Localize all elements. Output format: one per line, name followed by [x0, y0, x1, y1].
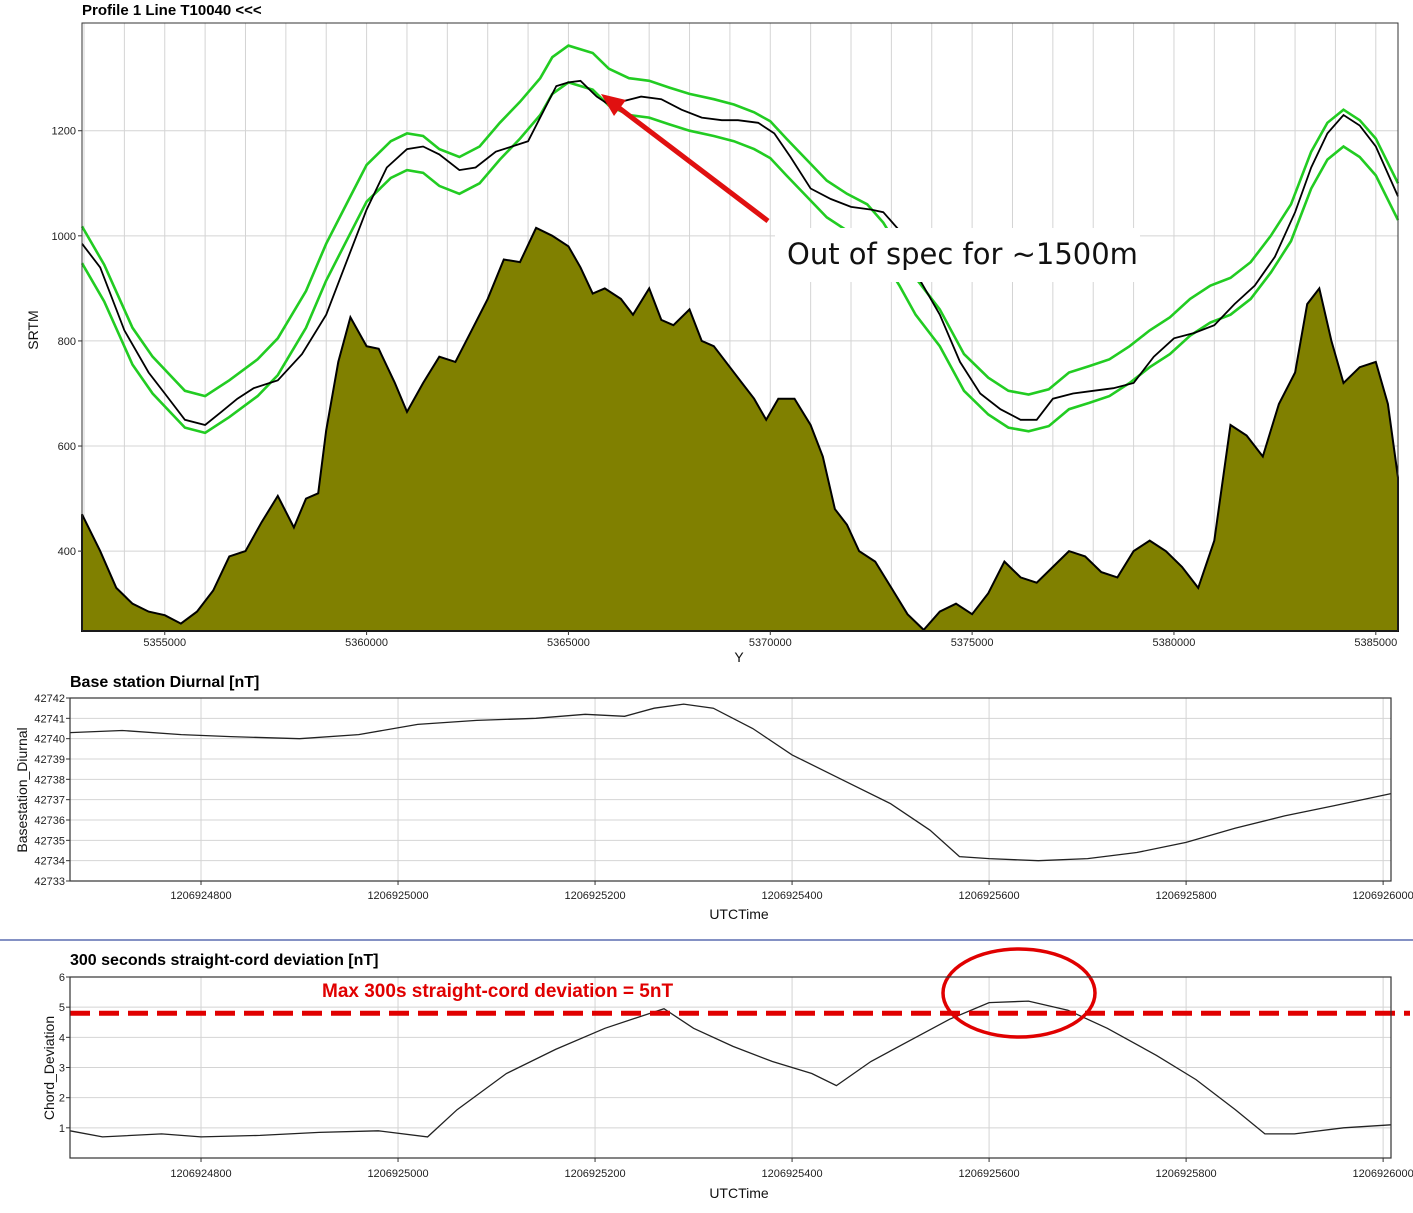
upper-envelope-line — [80, 44, 1400, 398]
annotation-arrow-shaft — [612, 102, 770, 223]
x-tick-label: 5380000 — [1153, 637, 1196, 649]
x-tick-label: 1206924800 — [170, 890, 231, 902]
chord-chart: 300 seconds straight-cord deviation [nT]… — [41, 947, 1413, 1201]
x-tick-label: 1206926000 — [1353, 890, 1413, 902]
x-tick-label: 1206924800 — [170, 1168, 231, 1180]
profile-title: Profile 1 Line T10040 <<< — [82, 2, 262, 19]
profile-y-ticks: 400 600 800 1000 1200 — [52, 126, 82, 558]
y-tick-label: 4 — [59, 1032, 65, 1044]
y-tick-label: 42739 — [34, 754, 65, 766]
x-tick-label: 1206925200 — [564, 890, 625, 902]
diurnal-x-axis-label: UTCTime — [709, 906, 769, 922]
y-tick-label: 42736 — [34, 815, 65, 827]
y-tick-label: 42742 — [34, 693, 65, 705]
chord-x-axis-label: UTCTime — [709, 1185, 769, 1201]
y-tick-label: 600 — [58, 441, 76, 453]
x-tick-label: 1206925800 — [1156, 890, 1217, 902]
x-tick-label: 1206926000 — [1353, 1168, 1413, 1180]
profile-x-axis-label: Y — [734, 649, 744, 665]
diurnal-y-axis-label: Basestation_Diurnal — [14, 727, 30, 852]
chord-grid — [70, 976, 1391, 1158]
y-tick-label: 3 — [59, 1063, 65, 1075]
annotation-label: Out of spec for ~1500m — [787, 237, 1138, 271]
annotation-arrow-head — [601, 94, 626, 116]
y-tick-label: 800 — [58, 336, 76, 348]
chord-y-axis-label: Chord_Deviation — [41, 1016, 57, 1120]
x-tick-label: 5365000 — [547, 637, 590, 649]
y-tick-label: 5 — [59, 1002, 65, 1014]
x-tick-label: 1206925800 — [1156, 1168, 1217, 1180]
x-tick-label: 1206925600 — [958, 890, 1019, 902]
threshold-label: Max 300s straight-cord deviation = 5nT — [322, 981, 673, 1002]
y-tick-label: 1000 — [52, 231, 76, 243]
chord-title: 300 seconds straight-cord deviation [nT] — [70, 952, 379, 969]
y-tick-label: 400 — [58, 546, 76, 558]
profile-y-axis-label: SRTM — [25, 310, 41, 349]
profile-x-ticks: 5355000 5360000 5365000 5370000 5375000 53800… — [143, 631, 1397, 649]
y-tick-label: 1 — [59, 1123, 65, 1135]
diurnal-grid — [70, 697, 1391, 882]
diurnal-title: Base station Diurnal [nT] — [70, 674, 259, 691]
y-tick-label: 42735 — [34, 835, 65, 847]
y-tick-label: 42741 — [34, 713, 65, 725]
y-tick-label: 42737 — [34, 795, 65, 807]
x-tick-label: 1206925000 — [367, 1168, 428, 1180]
x-tick-label: 5385000 — [1354, 637, 1397, 649]
x-tick-label: 1206925600 — [958, 1168, 1019, 1180]
diurnal-plot-frame — [69, 697, 1392, 882]
y-tick-label: 42740 — [34, 734, 65, 746]
x-tick-label: 5375000 — [951, 637, 994, 649]
y-tick-label: 42734 — [34, 856, 65, 868]
y-tick-label: 2 — [59, 1093, 65, 1105]
chord-x-ticks: 1206924800 1206925000 1206925200 1206925400… — [170, 1158, 1413, 1180]
y-tick-label: 6 — [59, 972, 65, 984]
diurnal-line — [69, 703, 1392, 862]
diurnal-chart: Base station Diurnal [nT] 1206924800 1206… — [14, 674, 1413, 922]
profile-chart: Profile 1 Line T10040 <<< 5355000 5360000… — [25, 2, 1400, 665]
x-tick-label: 1206925200 — [564, 1168, 625, 1180]
highlight-ellipse — [941, 947, 1097, 1039]
x-tick-label: 1206925000 — [367, 890, 428, 902]
chord-y-ticks: 1 2 3 4 5 6 — [59, 972, 70, 1135]
x-tick-label: 5370000 — [749, 637, 792, 649]
diurnal-x-ticks: 1206924800 1206925000 1206925200 1206925400… — [170, 881, 1413, 902]
x-tick-label: 1206925400 — [761, 1168, 822, 1180]
annotation-box — [775, 228, 1140, 282]
y-tick-label: 42733 — [34, 876, 65, 888]
y-tick-label: 42738 — [34, 774, 65, 786]
chord-deviation-line — [69, 1000, 1392, 1138]
profile-plot-frame — [81, 22, 1399, 632]
flight-trace-line — [81, 79, 1399, 426]
terrain-area — [81, 226, 1399, 632]
x-tick-label: 5360000 — [345, 637, 388, 649]
y-tick-label: 1200 — [52, 126, 76, 138]
diurnal-y-ticks: 42733 42734 42735 42736 42737 42738 42739 42740… — [34, 693, 70, 888]
x-tick-label: 1206925400 — [761, 890, 822, 902]
x-tick-label: 5355000 — [143, 637, 186, 649]
